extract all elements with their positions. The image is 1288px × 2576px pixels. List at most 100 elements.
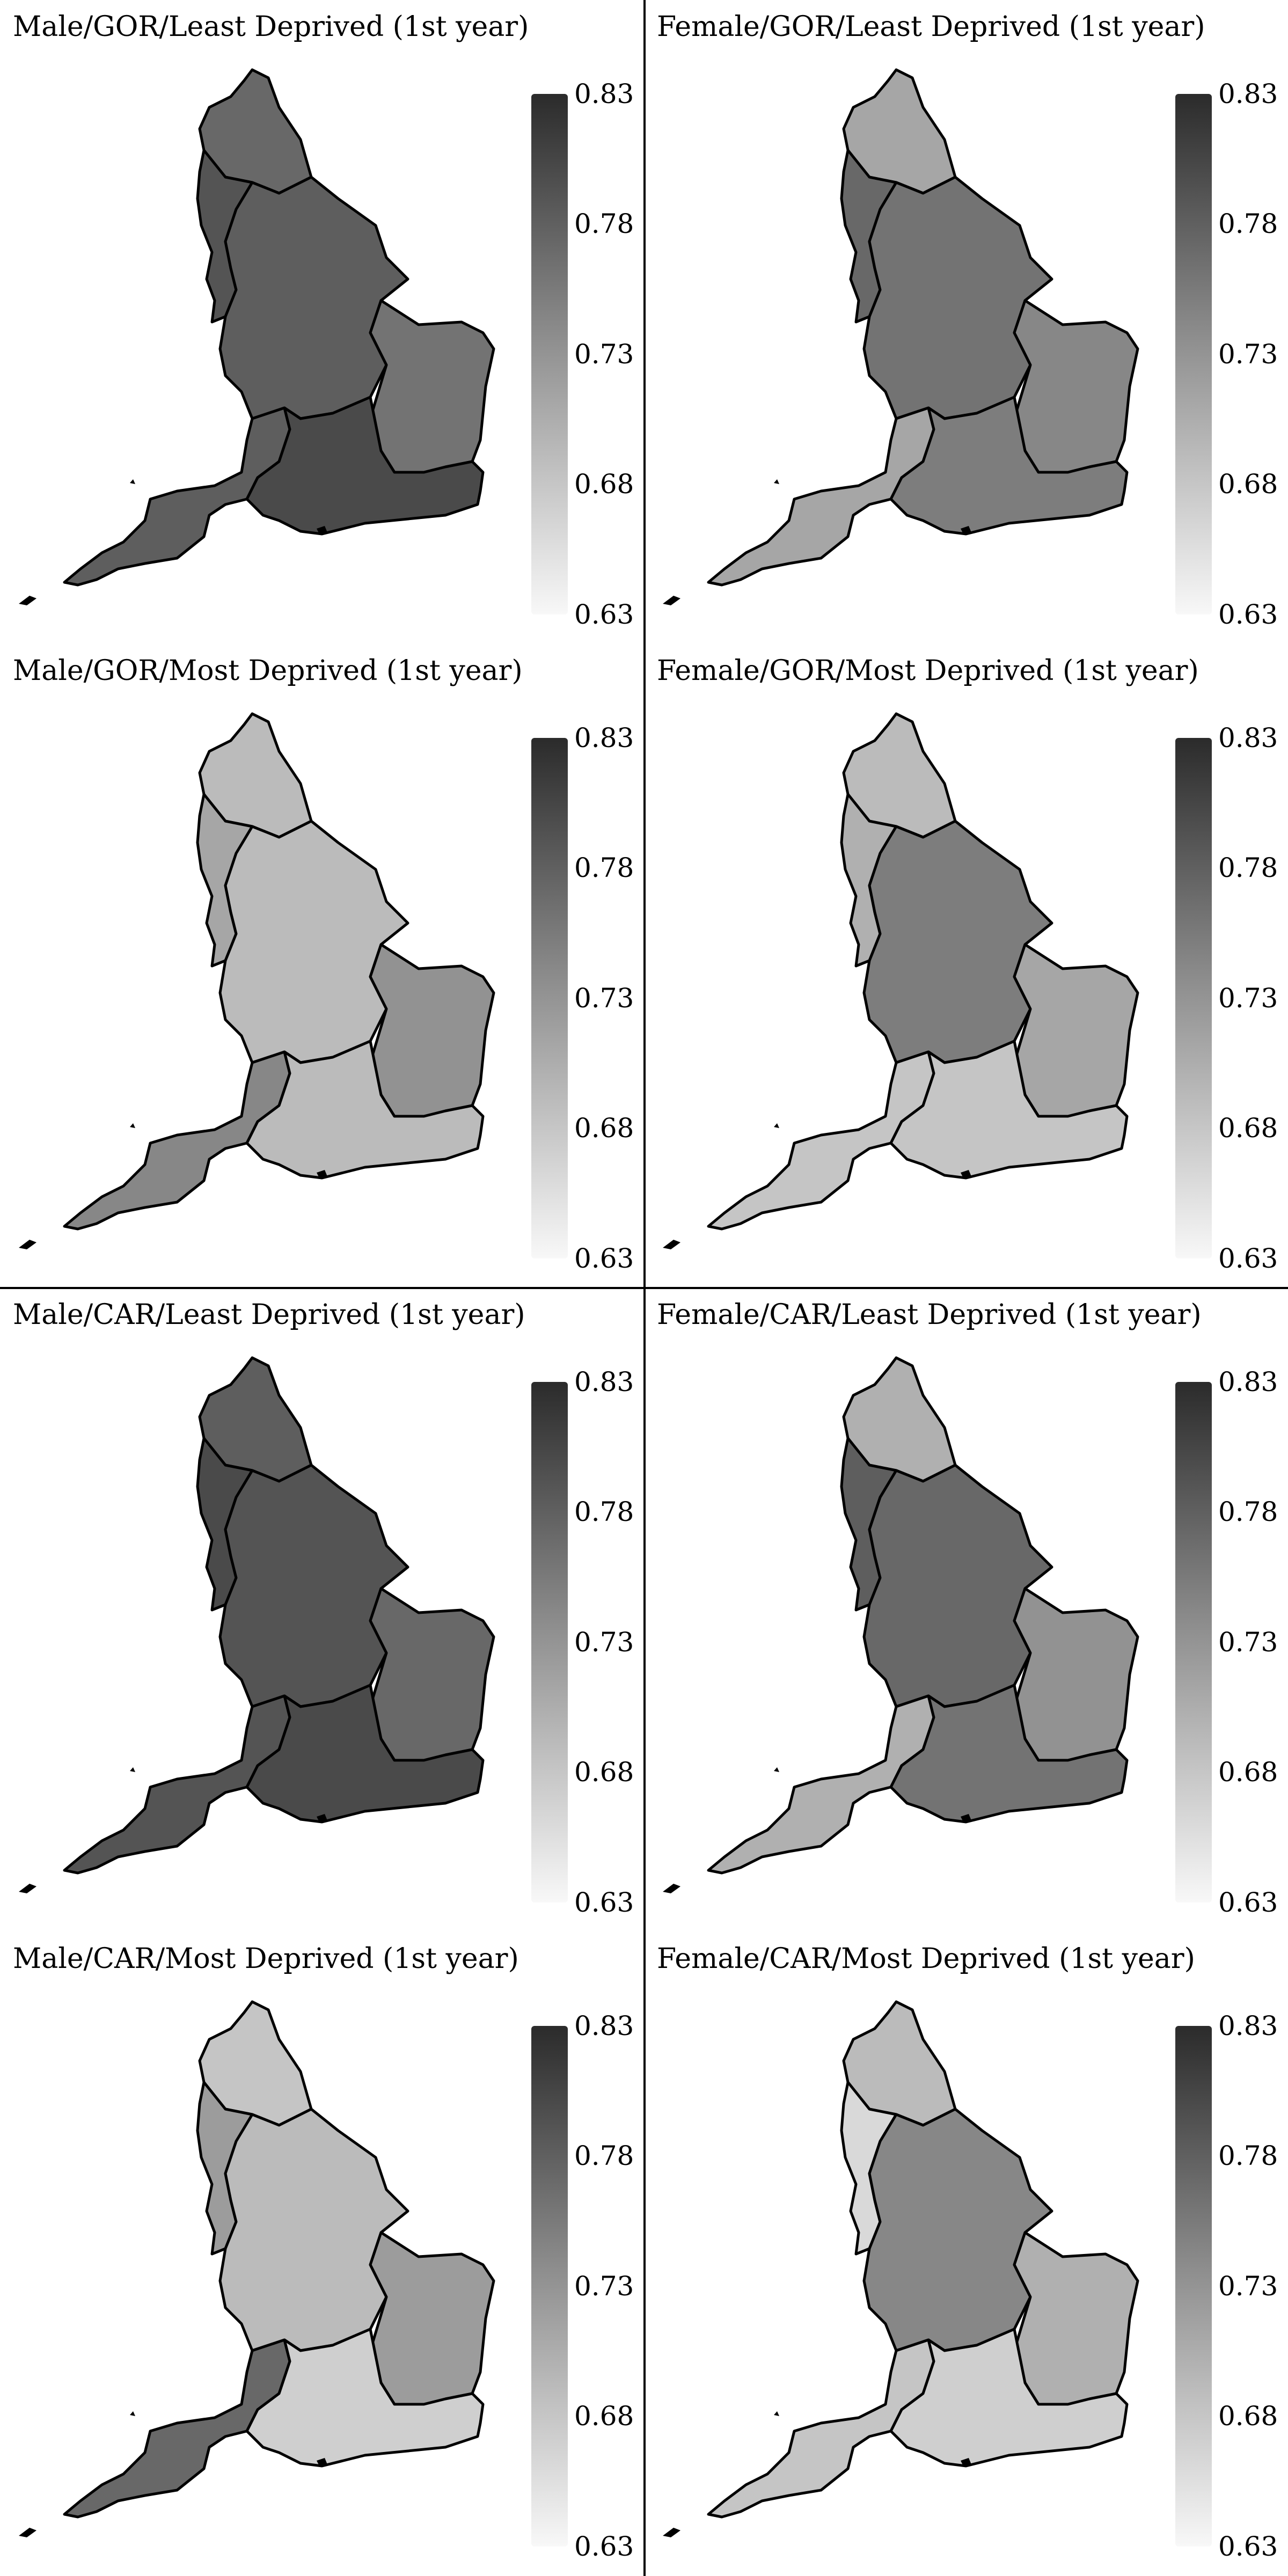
colorbar bbox=[531, 94, 568, 614]
region-southeast bbox=[889, 2328, 1129, 2468]
island-mark bbox=[663, 596, 680, 605]
colorbar-tick-label: 0.73 bbox=[1218, 339, 1278, 370]
region-central bbox=[862, 1463, 1053, 1708]
island-mark bbox=[663, 1884, 680, 1893]
map-panel: Male/GOR/Most Deprived (1st year) 0.83 0.7… bbox=[0, 644, 644, 1288]
panel-title: Male/CAR/Most Deprived (1st year) bbox=[13, 1943, 519, 1975]
colorbar-tick-label: 0.73 bbox=[574, 983, 634, 1014]
region-east bbox=[1013, 943, 1139, 1118]
colorbar-tick-label: 0.78 bbox=[574, 2140, 634, 2171]
island-mark bbox=[317, 2458, 327, 2466]
england-map bbox=[663, 712, 1139, 1249]
panel-title: Male/CAR/Least Deprived (1st year) bbox=[13, 1299, 525, 1331]
colorbar-tick-label: 0.78 bbox=[1218, 2140, 1278, 2171]
colorbar-tick-label: 0.68 bbox=[1218, 469, 1278, 500]
england-map bbox=[19, 1356, 495, 1893]
colorbar bbox=[1175, 1382, 1212, 1902]
colorbar-tick-label: 0.68 bbox=[1218, 2401, 1278, 2432]
england-map bbox=[19, 712, 495, 1249]
region-southeast bbox=[889, 1040, 1129, 1180]
panel-title: Female/CAR/Least Deprived (1st year) bbox=[657, 1299, 1202, 1331]
region-southeast bbox=[889, 1684, 1129, 1824]
colorbar-tick-label: 0.78 bbox=[1218, 1496, 1278, 1527]
colorbar-tick-label: 0.73 bbox=[1218, 2271, 1278, 2302]
panel-title: Female/GOR/Most Deprived (1st year) bbox=[657, 655, 1199, 687]
region-east bbox=[1013, 299, 1139, 474]
colorbar bbox=[531, 1382, 568, 1902]
colorbar-tick-label: 0.63 bbox=[574, 1243, 634, 1274]
colorbar-tick-label: 0.83 bbox=[1218, 722, 1278, 753]
island-mark bbox=[19, 1240, 36, 1249]
island-mark bbox=[317, 1814, 327, 1822]
colorbar-tick-label: 0.63 bbox=[1218, 1887, 1278, 1918]
horizontal-divider bbox=[0, 1287, 1288, 1289]
colorbar-tick-label: 0.78 bbox=[1218, 208, 1278, 239]
colorbar-tick-label: 0.78 bbox=[574, 852, 634, 883]
colorbar-tick-label: 0.78 bbox=[574, 1496, 634, 1527]
colorbar-tick-label: 0.83 bbox=[1218, 1366, 1278, 1397]
colorbar-tick-label: 0.73 bbox=[1218, 1627, 1278, 1658]
island-mark bbox=[19, 1884, 36, 1893]
england-map bbox=[663, 2000, 1139, 2537]
island-mark bbox=[130, 1767, 135, 1772]
island-mark bbox=[130, 2411, 135, 2416]
island-mark bbox=[961, 526, 971, 534]
colorbar bbox=[1175, 2026, 1212, 2546]
region-central bbox=[218, 175, 409, 420]
colorbar-tick-label: 0.73 bbox=[574, 339, 634, 370]
colorbar-tick-label: 0.78 bbox=[1218, 852, 1278, 883]
colorbar-tick-label: 0.83 bbox=[574, 2010, 634, 2041]
colorbar-tick-label: 0.68 bbox=[574, 1757, 634, 1788]
colorbar-tick-label: 0.63 bbox=[1218, 599, 1278, 630]
island-mark bbox=[774, 479, 779, 484]
colorbar-tick-label: 0.68 bbox=[574, 1113, 634, 1144]
colorbar-tick-label: 0.68 bbox=[574, 469, 634, 500]
colorbar-tick-label: 0.63 bbox=[574, 1887, 634, 1918]
island-mark bbox=[663, 1240, 680, 1249]
map-panel: Male/GOR/Least Deprived (1st year) 0.83 0.… bbox=[0, 0, 644, 644]
region-southeast bbox=[889, 396, 1129, 536]
colorbar-tick-label: 0.63 bbox=[1218, 2531, 1278, 2562]
map-panel: Male/CAR/Most Deprived (1st year) 0.83 0.7… bbox=[0, 1932, 644, 2576]
colorbar-tick-label: 0.83 bbox=[574, 78, 634, 109]
map-panel: Male/CAR/Least Deprived (1st year) 0.83 0.… bbox=[0, 1288, 644, 1932]
map-panel: Female/GOR/Most Deprived (1st year) 0.83 0… bbox=[644, 644, 1288, 1288]
island-mark bbox=[961, 2458, 971, 2466]
island-mark bbox=[130, 1123, 135, 1128]
panel-title: Female/GOR/Least Deprived (1st year) bbox=[657, 11, 1205, 43]
panel-title: Male/GOR/Least Deprived (1st year) bbox=[13, 11, 529, 43]
map-panel: Female/GOR/Least Deprived (1st year) 0.83… bbox=[644, 0, 1288, 644]
england-map bbox=[19, 2000, 495, 2537]
map-panel: Female/CAR/Most Deprived (1st year) 0.83 0… bbox=[644, 1932, 1288, 2576]
colorbar-tick-label: 0.63 bbox=[574, 599, 634, 630]
region-east bbox=[1013, 1587, 1139, 1762]
region-central bbox=[862, 819, 1053, 1064]
colorbar-tick-label: 0.83 bbox=[574, 1366, 634, 1397]
region-southeast bbox=[245, 1684, 485, 1824]
colorbar-tick-label: 0.68 bbox=[574, 2401, 634, 2432]
colorbar bbox=[1175, 738, 1212, 1258]
colorbar-tick-label: 0.83 bbox=[1218, 78, 1278, 109]
island-mark bbox=[19, 596, 36, 605]
colorbar-tick-label: 0.68 bbox=[1218, 1757, 1278, 1788]
england-map bbox=[663, 68, 1139, 605]
colorbar-tick-label: 0.83 bbox=[1218, 2010, 1278, 2041]
colorbar bbox=[531, 2026, 568, 2546]
region-southeast bbox=[245, 2328, 485, 2468]
colorbar-tick-label: 0.63 bbox=[1218, 1243, 1278, 1274]
colorbar-tick-label: 0.78 bbox=[574, 208, 634, 239]
region-east bbox=[369, 1587, 495, 1762]
colorbar-tick-label: 0.83 bbox=[574, 722, 634, 753]
region-central bbox=[862, 175, 1053, 420]
colorbar-tick-label: 0.63 bbox=[574, 2531, 634, 2562]
colorbar-tick-label: 0.73 bbox=[574, 1627, 634, 1658]
island-mark bbox=[774, 1123, 779, 1128]
region-east bbox=[369, 943, 495, 1118]
england-map bbox=[19, 68, 495, 605]
island-mark bbox=[663, 2528, 680, 2537]
island-mark bbox=[774, 1767, 779, 1772]
england-map bbox=[663, 1356, 1139, 1893]
region-central bbox=[862, 2107, 1053, 2352]
colorbar-tick-label: 0.68 bbox=[1218, 1113, 1278, 1144]
island-mark bbox=[19, 2528, 36, 2537]
